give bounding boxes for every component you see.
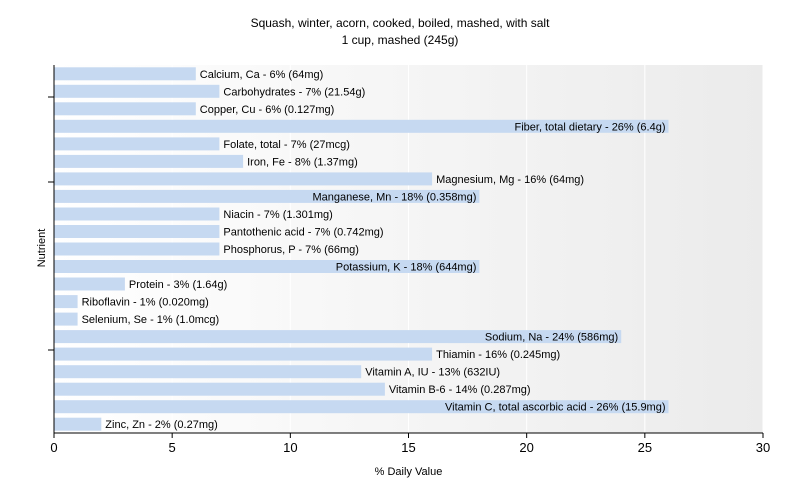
bar-label: Protein - 3% (1.64g) [129,279,227,291]
bar [54,242,220,256]
bar-label: Riboflavin - 1% (0.020mg) [82,297,209,309]
bar [54,295,78,309]
bar-label: Zinc, Zn - 2% (0.27mg) [105,419,217,431]
bar [54,207,220,221]
bar [54,382,385,396]
bar [54,102,196,116]
bar [54,347,433,361]
bar-label: Vitamin C, total ascorbic acid - 26% (15… [445,402,666,414]
bar [54,84,220,98]
bar [54,137,220,151]
bar [54,330,622,344]
bar [54,312,78,326]
bar-label: Thiamin - 16% (0.245mg) [436,349,560,361]
bar-label: Vitamin B-6 - 14% (0.287mg) [389,384,531,396]
bar-label: Magnesium, Mg - 16% (64mg) [436,174,584,186]
bar [54,189,480,203]
bar-label: Pantothenic acid - 7% (0.742mg) [223,227,383,239]
x-tick-label: 10 [283,440,297,455]
bar-label: Carbohydrates - 7% (21.54g) [223,86,365,98]
y-axis-label: Nutrient [36,228,48,268]
x-axis-label: % Daily Value [374,466,443,478]
bar-label: Fiber, total dietary - 26% (6.4g) [514,121,665,133]
chart-title: Squash, winter, acorn, cooked, boiled, m… [250,16,550,30]
bar-label: Folate, total - 7% (27mcg) [223,139,350,151]
bar [54,67,196,81]
bar [54,154,244,168]
x-tick-label: 25 [638,440,652,455]
bar [54,260,480,273]
x-tick-label: 20 [519,440,533,455]
bar-label: Copper, Cu - 6% (0.127mg) [200,104,335,116]
x-tick-label: 5 [169,440,176,455]
bar [54,225,220,238]
bar [54,365,362,379]
bar [54,119,669,133]
bar-label: Niacin - 7% (1.301mg) [223,209,332,221]
bar-label: Manganese, Mn - 18% (0.358mg) [313,191,477,203]
x-tick-label: 0 [50,440,57,455]
bar [54,417,102,431]
bar [54,277,125,291]
x-tick-label: 15 [401,440,415,455]
bar-label: Selenium, Se - 1% (1.0mcg) [82,314,220,326]
bar-label: Phosphorus, P - 7% (66mg) [223,244,359,256]
bar-label: Potassium, K - 18% (644mg) [336,262,477,274]
bar [54,172,433,186]
bar-label: Iron, Fe - 8% (1.37mg) [247,156,358,168]
bar [54,400,669,414]
bar-label: Vitamin A, IU - 13% (632IU) [365,367,500,379]
x-tick-label: 30 [756,440,770,455]
bar-label: Calcium, Ca - 6% (64mg) [200,69,323,81]
bar-label: Sodium, Na - 24% (586mg) [485,332,618,344]
chart-subtitle: 1 cup, mashed (245g) [341,33,459,47]
